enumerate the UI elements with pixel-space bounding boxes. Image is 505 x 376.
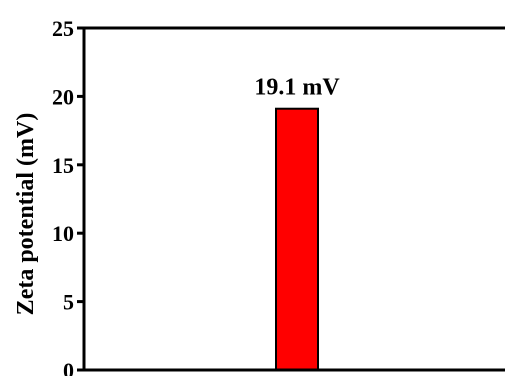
- bar: [275, 107, 319, 371]
- y-tick-label: 25: [52, 16, 74, 41]
- y-tick-label: 20: [52, 84, 74, 109]
- y-tick-label: 5: [63, 290, 74, 315]
- y-tick-label: 15: [52, 153, 74, 178]
- y-axis-title: Zeta potential (mV): [13, 113, 39, 316]
- y-tick-label: 10: [52, 221, 74, 246]
- data-labels: 19.1 mV: [254, 75, 340, 101]
- bars: [275, 107, 319, 371]
- y-tick-label: 0: [63, 358, 74, 376]
- bar-data-label: 19.1 mV: [254, 75, 340, 101]
- y-axis-ticks: 0 5 10 15 20 25: [52, 16, 84, 376]
